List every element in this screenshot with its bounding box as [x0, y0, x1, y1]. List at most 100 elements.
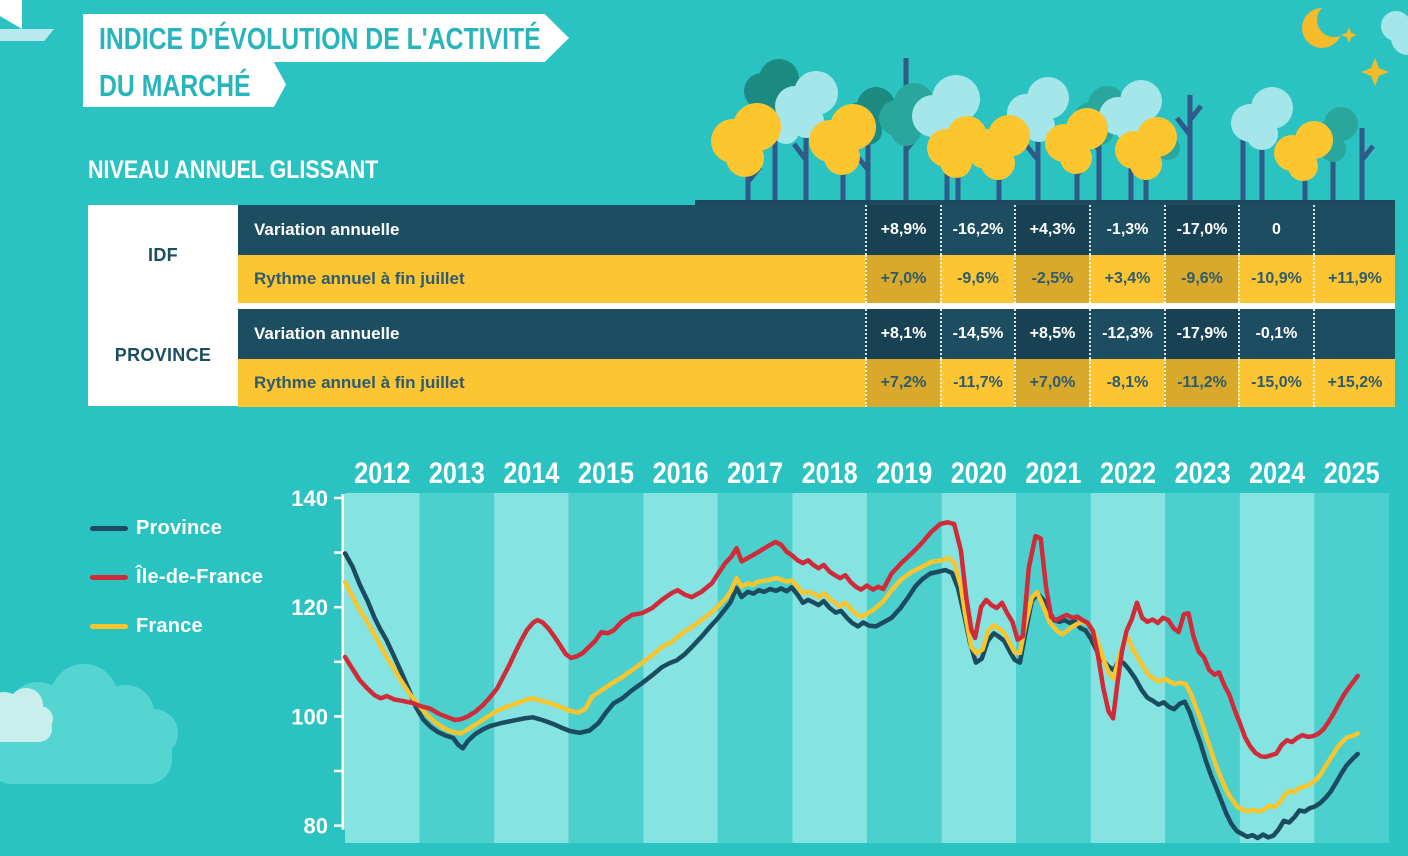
table-cell-2023: -17,9% [1164, 309, 1238, 359]
table-row: Rythme annuel à fin juillet +7,2% -11,7% +7… [238, 359, 1395, 407]
year-stripe-2021 [1016, 493, 1091, 843]
year-label-2022: 2022 [1100, 457, 1156, 490]
stylized-tree-icon [711, 103, 1333, 181]
table-row: Variation annuelle +8,1% -14,5% +8,5% -12,3%… [238, 309, 1395, 359]
legend-label: France [136, 615, 203, 637]
section-subtitle: NIVEAU ANNUEL GLISSANT [88, 156, 379, 184]
year-label-2016: 2016 [653, 457, 709, 490]
year-stripe-2015 [568, 493, 644, 843]
x-axis-year-labels: 2012 2013 2014 2015 2016 2017 2018 2019 2020 2021… [354, 457, 1379, 490]
table-cell-2019: +7,0% [865, 255, 940, 303]
table-cell-2019: +8,1% [865, 309, 940, 359]
four-point-star-icon [1341, 27, 1357, 43]
series-line--le-de-france [342, 520, 1360, 760]
page-title-line1: INDICE D'ÉVOLUTION DE L'ACTIVITÉ [99, 21, 541, 56]
crescent-moon-icon [1302, 3, 1351, 48]
table-cell-2020: -9,6% [940, 255, 1014, 303]
y-axis-label-80: 80 [304, 814, 328, 839]
table-cell-2021: +7,0% [1014, 359, 1089, 407]
legend-item-france: France [90, 602, 263, 651]
table-group-divider [238, 303, 1395, 309]
table-cell-2024: -0,1% [1238, 309, 1313, 359]
ribbon-fold [0, 29, 54, 41]
year-stripe-2023 [1165, 493, 1240, 843]
year-stripe-2024 [1239, 493, 1315, 843]
year-label-2014: 2014 [503, 457, 559, 490]
table-row-label: Rythme annuel à fin juillet [254, 269, 465, 288]
page-title-line2: DU MARCHÉ [99, 68, 251, 103]
year-stripe-2013 [419, 493, 495, 843]
row-group-label-idf: IDF [148, 244, 178, 265]
legend-label: Province [136, 517, 223, 539]
series-line-france [342, 555, 1360, 814]
table-cell-2019: +7,2% [865, 359, 940, 407]
table-row: Rythme annuel à fin juillet +7,0% -9,6% -2,… [238, 255, 1395, 303]
y-axis-label-120: 120 [291, 595, 328, 620]
table-cell-2024: 0 [1238, 205, 1313, 255]
row-group-label-province: PROVINCE [114, 345, 212, 366]
year-stripe-2016 [643, 493, 718, 843]
table-cell-2025 [1313, 205, 1395, 255]
table-cell-2020: -16,2% [940, 205, 1014, 255]
legend-swatch [90, 575, 128, 580]
table-cell-2024: -10,9% [1238, 255, 1313, 303]
table-cell-2025: +15,2% [1313, 359, 1395, 407]
four-point-star-icon [1361, 58, 1389, 86]
year-stripe-2025 [1314, 493, 1389, 843]
table-row-label: Variation annuelle [254, 324, 400, 343]
table-row: Variation annuelle +8,9% -16,2% +4,3% -1,3% -… [238, 205, 1395, 255]
year-stripes [345, 493, 1389, 843]
legend-swatch [90, 526, 128, 531]
annual-level-table: IDF PROVINCE Variation annuelle +8,9% -16,… [88, 205, 1395, 407]
table-cell-2021: +8,5% [1014, 309, 1089, 359]
table-cell-2022: -1,3% [1089, 205, 1164, 255]
year-label-2013: 2013 [429, 457, 485, 490]
cloud-icon [1381, 11, 1408, 55]
year-stripe-2019 [867, 493, 942, 843]
table-cell-2022: -8,1% [1089, 359, 1164, 407]
table-cell-2019: +8,9% [865, 205, 940, 255]
year-label-2021: 2021 [1025, 457, 1081, 490]
table-cell-2025 [1313, 309, 1395, 359]
series-line-province [342, 551, 1360, 841]
year-label-2025: 2025 [1324, 457, 1380, 490]
table-row-label: Rythme annuel à fin juillet [254, 373, 465, 392]
table-cell-2022: +3,4% [1089, 255, 1164, 303]
stylized-tree-icon [773, 71, 1293, 150]
title-ribbon [83, 14, 569, 62]
table-cell-2023: -17,0% [1164, 205, 1238, 255]
year-stripe-2018 [792, 493, 867, 843]
table-cell-2025: +11,9% [1313, 255, 1395, 303]
year-stripe-2020 [941, 493, 1017, 843]
year-label-2018: 2018 [802, 457, 858, 490]
table-cell-2021: -2,5% [1014, 255, 1089, 303]
forest [695, 58, 1395, 205]
table-rows: Variation annuelle +8,9% -16,2% +4,3% -1,3% -… [238, 205, 1395, 407]
table-cell-2020: -11,7% [940, 359, 1014, 407]
table-row-group-labels: IDF PROVINCE [88, 205, 238, 406]
legend-item--le-de-france: Île-de-France [90, 553, 263, 602]
year-label-2020: 2020 [951, 457, 1007, 490]
table-cell-2024: -15,0% [1238, 359, 1313, 407]
table-cell-2023: -9,6% [1164, 255, 1238, 303]
table-cell-2022: -12,3% [1089, 309, 1164, 359]
year-label-2023: 2023 [1175, 457, 1231, 490]
year-label-2024: 2024 [1249, 457, 1305, 490]
legend-label: Île-de-France [136, 566, 264, 588]
table-cell-2023: -11,2% [1164, 359, 1238, 407]
legend-swatch [90, 624, 128, 629]
table-cell-2020: -14,5% [940, 309, 1014, 359]
ground-line [695, 200, 1395, 205]
cloud-icon [0, 688, 53, 742]
legend-item-province: Province [90, 504, 263, 553]
table-row-label: Variation annuelle [254, 220, 400, 239]
y-axis: 140 120 100 80 [291, 486, 345, 839]
year-label-2012: 2012 [354, 457, 410, 490]
year-stripe-2012 [345, 493, 420, 843]
y-axis-label-100: 100 [291, 704, 328, 729]
year-label-2015: 2015 [578, 457, 634, 490]
table-cell-2021: +4,3% [1014, 205, 1089, 255]
